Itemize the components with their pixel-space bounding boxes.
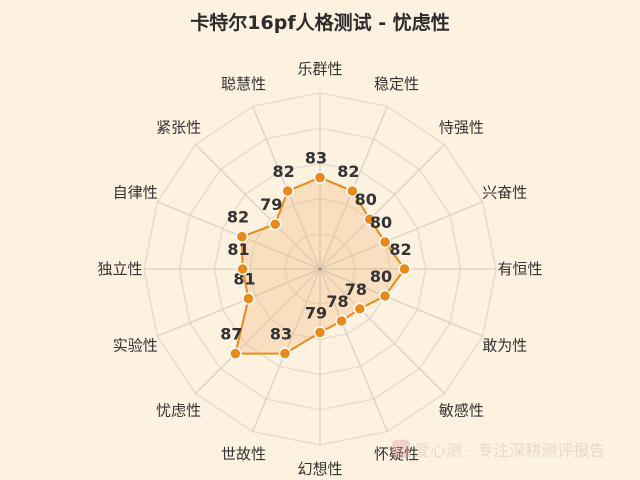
data-label: 82 — [227, 208, 249, 227]
axis-line — [195, 268, 321, 394]
axis-line — [195, 144, 321, 270]
data-point — [242, 292, 255, 305]
data-label: 83 — [305, 148, 327, 167]
logo-icon — [392, 440, 410, 458]
axis-label: 世故性 — [221, 445, 266, 463]
data-point — [335, 314, 348, 328]
axis-label: 敏感性 — [439, 401, 484, 419]
axis-label: 实验性 — [113, 337, 158, 355]
data-point — [378, 289, 392, 303]
axis-label: 恃强性 — [439, 119, 484, 137]
axis-label: 忧虑性 — [156, 401, 201, 419]
data-point — [229, 347, 242, 360]
axis-label: 乐群性 — [297, 60, 342, 78]
data-point — [236, 262, 249, 276]
axis-label: 幻想性 — [297, 460, 342, 478]
axis-label: 敢为性 — [482, 337, 527, 355]
axis-line — [319, 268, 389, 432]
data-label: 82 — [389, 240, 411, 259]
axis-label: 紧张性 — [156, 119, 201, 137]
axis-label: 怀疑性 — [374, 445, 419, 463]
data-label: 81 — [227, 240, 249, 259]
axis-label: 兴奋性 — [482, 183, 527, 201]
axis-label: 有恒性 — [497, 260, 542, 278]
data-point — [235, 230, 249, 243]
watermark: 爱心测 · 专注深耕测评报告 — [392, 437, 605, 461]
data-label: 80 — [355, 190, 377, 209]
data-point — [363, 212, 377, 226]
data-label: 82 — [337, 162, 359, 181]
data-label: 82 — [273, 162, 295, 181]
data-label: 80 — [370, 267, 392, 286]
axis-line — [319, 268, 445, 394]
data-label: 83 — [270, 325, 292, 344]
axis-label: 独立性 — [97, 260, 142, 278]
axis-label: 稳定性 — [374, 75, 419, 93]
watermark-text: 爱心测 · 专注深耕测评报告 — [414, 441, 606, 460]
data-label: 79 — [305, 303, 327, 322]
axis-label: 自律性 — [113, 183, 158, 201]
data-point — [268, 217, 282, 231]
data-point — [278, 347, 292, 360]
data-label: 80 — [370, 213, 392, 232]
data-point — [313, 326, 327, 339]
center-dot — [318, 267, 322, 271]
data-point — [353, 302, 367, 316]
axis-line — [319, 268, 483, 338]
chart-title: 卡特尔16pf人格测试 - 忧虑性 — [190, 12, 450, 34]
axis-label: 聪慧性 — [221, 75, 266, 93]
data-point — [281, 184, 294, 198]
data-point — [346, 184, 359, 198]
data-point — [378, 235, 392, 249]
axis-line — [157, 268, 321, 338]
axis-line — [319, 200, 483, 270]
data-label: 81 — [233, 270, 255, 289]
data-label: 78 — [345, 280, 367, 299]
data-label: 78 — [326, 292, 348, 311]
data-point — [313, 171, 327, 184]
data-label: 79 — [260, 195, 282, 214]
data-label: 87 — [220, 325, 242, 344]
axis-line — [319, 144, 445, 270]
data-point — [398, 262, 411, 276]
